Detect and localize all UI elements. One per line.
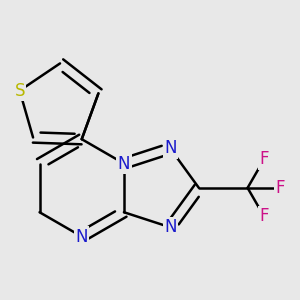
Text: S: S xyxy=(14,82,25,100)
Text: N: N xyxy=(118,154,130,172)
Text: N: N xyxy=(76,228,88,246)
Text: N: N xyxy=(164,218,176,236)
Text: F: F xyxy=(259,207,269,225)
Text: N: N xyxy=(164,140,176,158)
Text: F: F xyxy=(276,179,285,197)
Text: F: F xyxy=(259,151,269,169)
